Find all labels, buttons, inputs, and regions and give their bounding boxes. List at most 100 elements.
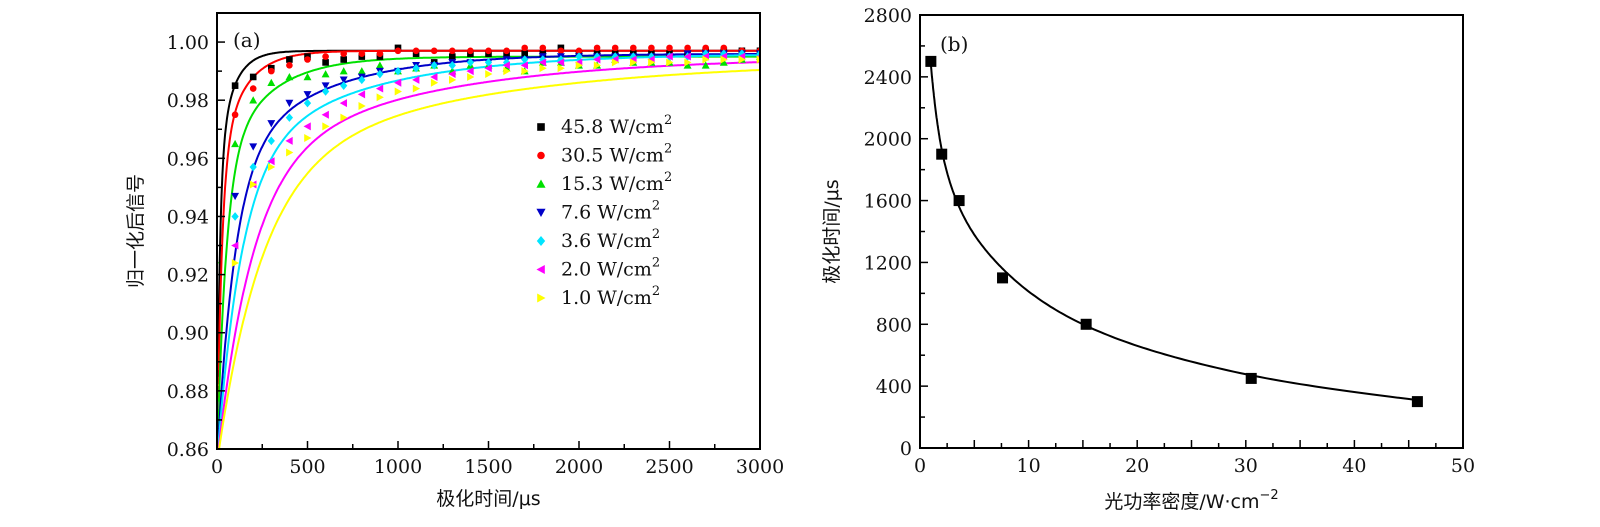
data-point: [503, 47, 510, 55]
legend-label: 30.5 W/cm2: [561, 142, 672, 167]
legend-label-sup: 2: [652, 256, 660, 271]
x-tick-label: 1500: [464, 456, 512, 478]
data-point: [521, 67, 529, 76]
data-point: [303, 98, 312, 108]
axis-ticks: 0 500 1000 1500 2000 2500 3000 0.86 0.88 0.90 0.92…: [167, 32, 784, 478]
data-point: [304, 56, 311, 63]
legend-label: 2.0 W/cm2: [561, 256, 660, 281]
data-point: [249, 162, 257, 172]
data-point: [340, 56, 347, 63]
legend-item: 7.6 W/cm2: [536, 199, 660, 224]
data-point: [485, 47, 492, 55]
data-point: [557, 47, 565, 55]
data-point: [267, 120, 276, 128]
data-points: [217, 44, 760, 432]
series-2: [217, 52, 760, 264]
data-point: [303, 122, 311, 131]
data-point: [701, 61, 710, 69]
data-point: [702, 55, 710, 64]
data-points: [925, 55, 1423, 408]
data-point: [484, 58, 493, 67]
data-point: [430, 78, 439, 87]
data-point: [448, 70, 456, 78]
legend-marker: [536, 264, 545, 275]
data-point: [539, 44, 547, 52]
data-point: [449, 53, 456, 60]
data-point: [521, 50, 528, 57]
plot-frame: [919, 14, 1464, 449]
y-tick-label: 0.96: [167, 148, 209, 170]
legend-marker: [536, 179, 546, 188]
y-tick-label: 0.92: [167, 265, 209, 287]
x-tick-label: 30: [1234, 455, 1258, 477]
legend-item: 2.0 W/cm2: [536, 256, 660, 281]
y-tick-label: 0.86: [167, 439, 209, 461]
data-point: [684, 58, 692, 67]
legend-marker: [536, 236, 546, 246]
data-point: [575, 61, 583, 70]
data-point: [358, 102, 366, 110]
data-point: [303, 72, 312, 81]
y-tick-label: 0.94: [167, 206, 209, 228]
legend-item: 1.0 W/cm2: [537, 284, 660, 309]
data-point: [593, 61, 602, 70]
data-point: [556, 58, 565, 67]
y-tick-label: 0.98: [167, 90, 209, 112]
data-point: [376, 50, 384, 57]
data-point: [394, 47, 402, 55]
legend-label-sup: 2: [652, 284, 660, 299]
series-3: [217, 50, 760, 432]
x-axis-title-main: 光功率密度/W·cm: [1104, 491, 1259, 513]
data-point: [719, 58, 728, 66]
data-point: [339, 99, 347, 108]
data-point: [467, 47, 474, 55]
data-point: [430, 61, 438, 70]
data-point: [521, 44, 528, 52]
data-point: [665, 52, 673, 61]
data-point: [286, 56, 293, 63]
data-point: [557, 64, 565, 73]
panel-label: (a): [233, 28, 261, 52]
data-point: [449, 75, 457, 84]
legend-marker: [537, 151, 545, 160]
data-point: [997, 272, 1009, 284]
data-point: [502, 58, 511, 67]
x-tick-label: 0: [914, 455, 926, 477]
data-point: [1080, 318, 1092, 330]
data-point: [249, 73, 257, 81]
legend-label-main: 3.6 W/cm: [561, 230, 652, 252]
data-point: [304, 134, 312, 142]
panel-b: 0 10 20 30 40 50 0 400 800 1200 1600 2000 2400 2800 (…: [821, 5, 1475, 513]
legend-marker: [537, 123, 545, 131]
data-point: [412, 63, 420, 73]
legend-label-sup: 2: [664, 113, 672, 128]
data-point: [268, 67, 275, 75]
data-point: [285, 99, 294, 108]
data-point: [539, 64, 547, 73]
data-point: [231, 82, 239, 89]
x-axis-title: 光功率密度/W·cm−2: [1104, 488, 1278, 513]
y-tick-label: 0: [900, 438, 912, 460]
data-point: [467, 72, 475, 81]
legend-label-sup: 2: [652, 199, 660, 214]
axis-ticks: 0 10 20 30 40 50 0 400 800 1200 1600 2000 2400 2800: [864, 5, 1475, 477]
legend-marker: [536, 208, 546, 218]
data-point: [357, 67, 366, 75]
data-point: [322, 59, 329, 66]
x-tick-label: 10: [1017, 455, 1041, 477]
data-point: [485, 70, 493, 78]
data-point: [521, 55, 529, 64]
data-point: [394, 87, 402, 96]
data-point: [375, 84, 384, 93]
y-tick-label: 2400: [864, 67, 912, 89]
fit-curve-3: [217, 53, 760, 449]
y-tick-label: 400: [876, 376, 912, 398]
data-point: [648, 44, 655, 52]
data-point: [630, 58, 638, 67]
data-point: [484, 64, 492, 73]
fit-curves: [217, 49, 760, 449]
legend-item: 15.3 W/cm2: [536, 170, 672, 195]
y-tick-label: 1600: [864, 191, 912, 213]
data-point: [231, 139, 240, 148]
